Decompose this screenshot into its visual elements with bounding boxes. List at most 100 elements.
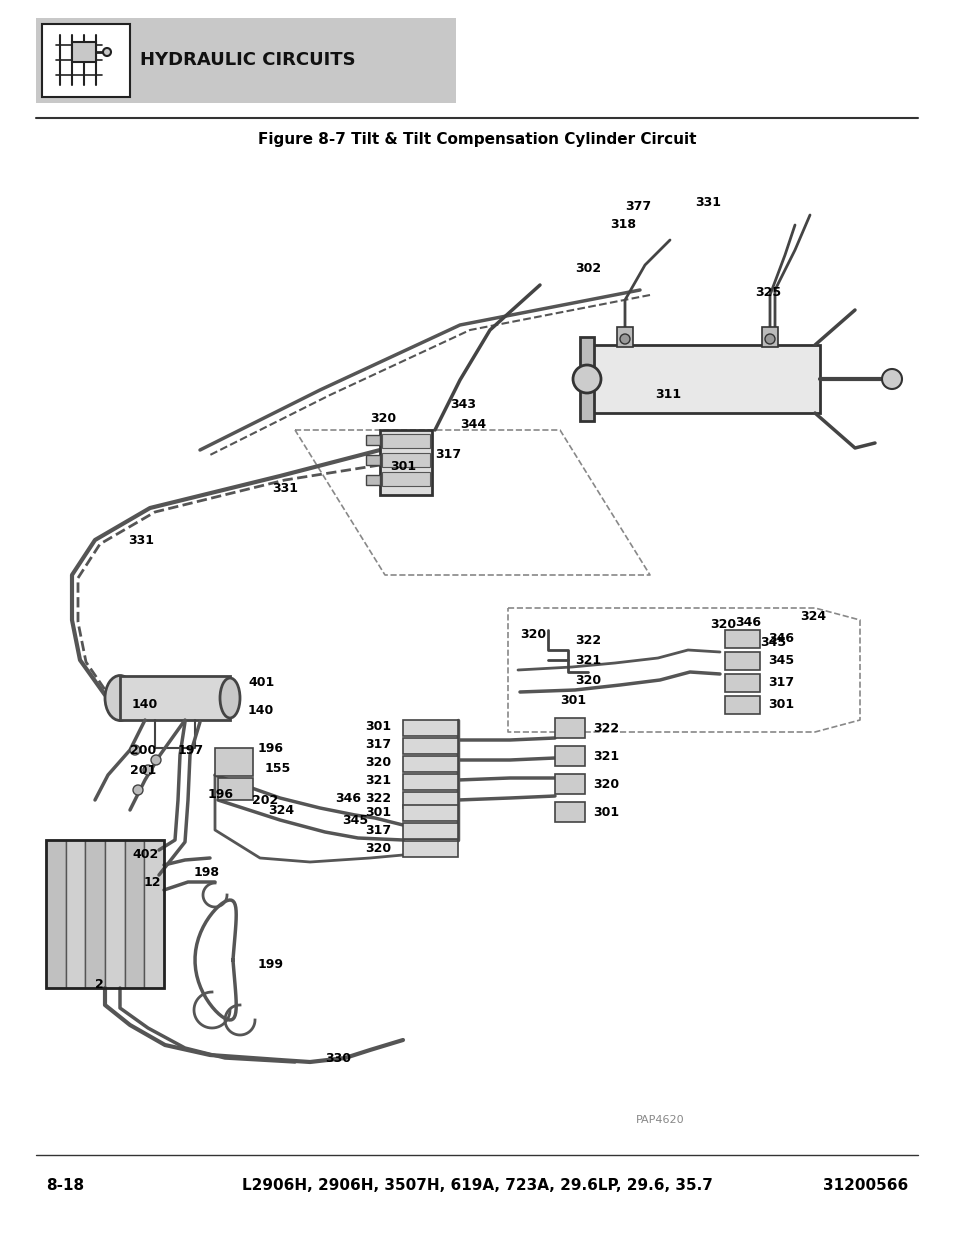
Bar bbox=[402, 841, 457, 857]
Bar bbox=[724, 674, 760, 692]
Text: 346: 346 bbox=[335, 792, 360, 804]
Bar bbox=[366, 454, 379, 466]
Circle shape bbox=[130, 745, 140, 755]
Text: 401: 401 bbox=[248, 677, 274, 689]
Bar bbox=[214, 748, 253, 776]
Bar bbox=[36, 19, 456, 103]
Text: 331: 331 bbox=[695, 195, 720, 209]
Text: 345: 345 bbox=[767, 655, 793, 667]
Text: 321: 321 bbox=[575, 653, 600, 667]
Text: PAP4620: PAP4620 bbox=[636, 1115, 684, 1125]
Text: 322: 322 bbox=[593, 721, 618, 735]
Text: 325: 325 bbox=[754, 285, 781, 299]
Text: 320: 320 bbox=[370, 411, 395, 425]
Text: 320: 320 bbox=[593, 778, 618, 790]
Ellipse shape bbox=[573, 366, 600, 393]
Bar bbox=[402, 720, 457, 736]
Text: 196: 196 bbox=[257, 741, 284, 755]
Bar bbox=[218, 778, 253, 800]
Text: 321: 321 bbox=[365, 774, 391, 788]
Bar bbox=[381, 433, 430, 448]
Text: 320: 320 bbox=[575, 673, 600, 687]
Text: 311: 311 bbox=[655, 389, 680, 401]
Bar bbox=[379, 430, 432, 495]
Bar bbox=[761, 327, 778, 347]
Bar bbox=[366, 435, 379, 445]
Text: 317: 317 bbox=[365, 824, 391, 836]
Bar bbox=[724, 630, 760, 648]
Text: 2: 2 bbox=[95, 978, 104, 992]
Text: 317: 317 bbox=[767, 677, 793, 689]
Text: 301: 301 bbox=[593, 805, 618, 819]
Bar bbox=[402, 792, 457, 808]
Bar bbox=[724, 697, 760, 714]
Bar bbox=[579, 337, 594, 421]
Circle shape bbox=[151, 755, 161, 764]
Bar bbox=[125, 840, 144, 988]
Bar bbox=[402, 823, 457, 839]
Text: 317: 317 bbox=[365, 739, 391, 752]
Text: 346: 346 bbox=[734, 615, 760, 629]
Circle shape bbox=[764, 333, 774, 345]
Bar bbox=[366, 475, 379, 485]
Bar bbox=[617, 327, 633, 347]
Text: 155: 155 bbox=[265, 762, 291, 774]
Text: 402: 402 bbox=[132, 848, 158, 862]
Text: 197: 197 bbox=[178, 743, 204, 757]
Text: 345: 345 bbox=[760, 636, 785, 650]
Text: 196: 196 bbox=[208, 788, 233, 802]
Text: 321: 321 bbox=[593, 750, 618, 762]
Text: 320: 320 bbox=[519, 627, 545, 641]
Bar bbox=[724, 652, 760, 671]
Text: 324: 324 bbox=[268, 804, 294, 816]
Bar bbox=[589, 345, 820, 412]
Bar bbox=[402, 805, 457, 821]
Bar bbox=[66, 840, 85, 988]
Text: 331: 331 bbox=[128, 534, 153, 547]
Text: 140: 140 bbox=[248, 704, 274, 716]
Bar bbox=[402, 739, 457, 755]
Ellipse shape bbox=[220, 678, 240, 718]
Text: HYDRAULIC CIRCUITS: HYDRAULIC CIRCUITS bbox=[140, 51, 355, 69]
Circle shape bbox=[143, 764, 152, 776]
Text: 31200566: 31200566 bbox=[821, 1177, 907, 1193]
Text: 302: 302 bbox=[575, 262, 600, 274]
Text: 301: 301 bbox=[390, 461, 416, 473]
Bar bbox=[555, 774, 584, 794]
Text: 301: 301 bbox=[767, 699, 793, 711]
Text: 140: 140 bbox=[132, 698, 158, 710]
Circle shape bbox=[619, 333, 629, 345]
Text: 322: 322 bbox=[365, 793, 391, 805]
Text: Figure 8-7 Tilt & Tilt Compensation Cylinder Circuit: Figure 8-7 Tilt & Tilt Compensation Cyli… bbox=[257, 132, 696, 147]
Text: 318: 318 bbox=[609, 219, 636, 231]
Circle shape bbox=[103, 48, 111, 56]
Text: L2906H, 2906H, 3507H, 619A, 723A, 29.6LP, 29.6, 35.7: L2906H, 2906H, 3507H, 619A, 723A, 29.6LP… bbox=[241, 1177, 712, 1193]
Bar bbox=[46, 840, 164, 988]
Text: 201: 201 bbox=[130, 763, 156, 777]
Bar bbox=[71, 42, 96, 62]
Text: 301: 301 bbox=[559, 694, 585, 706]
Text: 301: 301 bbox=[365, 720, 391, 734]
Text: 330: 330 bbox=[325, 1051, 351, 1065]
Text: 343: 343 bbox=[450, 399, 476, 411]
Bar bbox=[120, 676, 230, 720]
Circle shape bbox=[132, 785, 143, 795]
Bar bbox=[42, 23, 130, 98]
Bar bbox=[555, 802, 584, 823]
Text: 324: 324 bbox=[800, 610, 825, 624]
Bar bbox=[85, 840, 105, 988]
Bar bbox=[402, 774, 457, 790]
Text: 199: 199 bbox=[257, 958, 284, 972]
Text: 202: 202 bbox=[252, 794, 278, 806]
Text: 331: 331 bbox=[272, 482, 297, 494]
Bar bbox=[381, 472, 430, 487]
Bar bbox=[555, 718, 584, 739]
Bar bbox=[46, 840, 66, 988]
Circle shape bbox=[882, 369, 901, 389]
Text: 12: 12 bbox=[144, 876, 161, 888]
Text: 320: 320 bbox=[365, 841, 391, 855]
Text: 198: 198 bbox=[193, 866, 220, 878]
Text: 345: 345 bbox=[341, 814, 368, 826]
Text: 344: 344 bbox=[459, 419, 486, 431]
Bar bbox=[555, 746, 584, 766]
